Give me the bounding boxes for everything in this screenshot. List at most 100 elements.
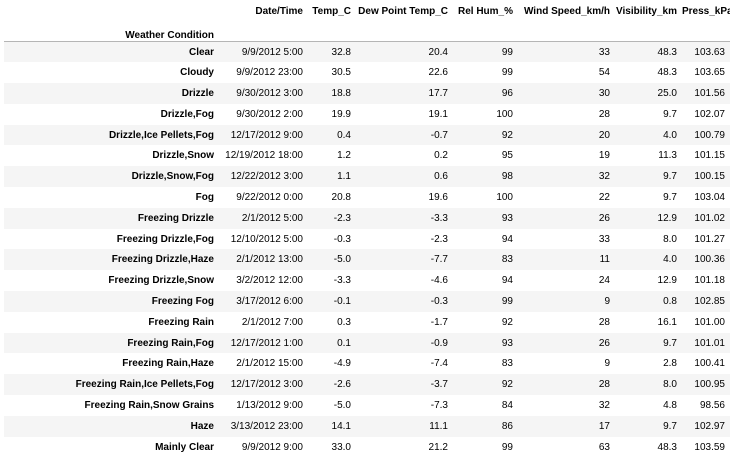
- cell-wind-speed: 26: [598, 337, 610, 349]
- cell-dew-point: -1.7: [430, 316, 448, 328]
- cell-wind-speed: 17: [598, 420, 610, 432]
- cell-temp-c: 0.3: [337, 316, 351, 328]
- cell-temp-c: 14.1: [331, 420, 351, 432]
- cell-temp-c: 33.0: [331, 441, 351, 453]
- cell-temp-c: 1.2: [337, 150, 351, 162]
- cell-temp-c: 19.9: [331, 108, 351, 120]
- cell-press: 101.56: [694, 87, 725, 99]
- row-index-condition: Freezing Fog: [151, 295, 214, 307]
- row-index-condition: Freezing Rain: [148, 316, 214, 328]
- cell-rel-hum: 92: [501, 379, 513, 391]
- cell-wind-speed: 9: [604, 358, 610, 370]
- table-row: Fog 9/22/2012 0:00 20.8 19.6 100 22 9.7 103.04: [4, 187, 730, 208]
- cell-rel-hum: 92: [501, 129, 513, 141]
- row-index-condition: Freezing Drizzle,Haze: [111, 254, 214, 266]
- row-index-condition: Freezing Drizzle: [137, 212, 214, 224]
- table-row: Clear 9/9/2012 5:00 32.8 20.4 99 33 48.3 103.63: [4, 41, 730, 63]
- cell-dew-point: 17.7: [428, 87, 448, 99]
- index-header-spacer: [356, 22, 453, 42]
- cell-visibility: 4.8: [663, 399, 677, 411]
- cell-wind-speed: 32: [598, 399, 610, 411]
- cell-rel-hum: 96: [501, 87, 513, 99]
- cell-press: 103.04: [694, 191, 725, 203]
- column-header-row: Date/Time Temp_C Dew Point Temp_C Rel Hu…: [4, 0, 730, 22]
- cell-temp-c: -5.0: [333, 254, 351, 266]
- cell-wind-speed: 54: [598, 67, 610, 79]
- cell-temp-c: -5.0: [333, 399, 351, 411]
- cell-rel-hum: 92: [501, 316, 513, 328]
- cell-dew-point: 19.6: [428, 191, 448, 203]
- cell-visibility: 0.8: [663, 295, 677, 307]
- cell-rel-hum: 100: [496, 108, 513, 120]
- cell-wind-speed: 28: [598, 108, 610, 120]
- cell-rel-hum: 94: [501, 233, 513, 245]
- cell-press: 101.00: [694, 316, 725, 328]
- cell-visibility: 4.0: [663, 254, 677, 266]
- cell-rel-hum: 99: [501, 295, 513, 307]
- cell-press: 102.85: [694, 295, 725, 307]
- cell-visibility: 11.3: [658, 150, 677, 162]
- row-index-condition: Clear: [188, 46, 214, 58]
- index-header-spacer: [615, 22, 682, 42]
- cell-dew-point: -7.7: [430, 254, 448, 266]
- cell-datetime: 3/13/2012 23:00: [230, 420, 303, 432]
- cell-press: 103.59: [694, 441, 725, 453]
- cell-visibility: 8.0: [663, 233, 677, 245]
- cell-dew-point: -3.3: [430, 212, 448, 224]
- cell-visibility: 4.0: [663, 129, 677, 141]
- cell-datetime: 9/9/2012 5:00: [241, 46, 303, 58]
- cell-visibility: 9.7: [663, 108, 677, 120]
- cell-press: 102.97: [694, 420, 725, 432]
- cell-temp-c: -0.3: [333, 233, 351, 245]
- cell-wind-speed: 22: [598, 191, 610, 203]
- cell-dew-point: -7.3: [430, 399, 448, 411]
- index-name-header: Weather Condition: [125, 30, 214, 41]
- cell-datetime: 12/19/2012 18:00: [225, 150, 303, 162]
- table-row: Freezing Drizzle,Snow 3/2/2012 12:00 -3.3 -…: [4, 270, 730, 291]
- cell-visibility: 9.7: [663, 337, 677, 349]
- cell-visibility: 48.3: [657, 46, 677, 58]
- cell-dew-point: 11.1: [429, 420, 448, 432]
- table-row: Drizzle,Ice Pellets,Fog 12/17/2012 9:00 0.…: [4, 124, 730, 146]
- cell-datetime: 12/22/2012 3:00: [230, 171, 303, 183]
- cell-wind-speed: 32: [598, 171, 610, 183]
- cell-datetime: 12/17/2012 9:00: [230, 129, 303, 141]
- row-index-condition: Haze: [190, 420, 214, 432]
- row-index-condition: Drizzle,Ice Pellets,Fog: [108, 129, 214, 141]
- cell-rel-hum: 95: [501, 150, 513, 162]
- cell-datetime: 1/13/2012 9:00: [236, 399, 303, 411]
- index-header-spacer: [682, 22, 730, 42]
- cell-temp-c: -2.6: [333, 379, 351, 391]
- cell-dew-point: 20.4: [428, 46, 448, 58]
- cell-datetime: 12/17/2012 1:00: [230, 337, 303, 349]
- cell-press: 100.41: [694, 358, 725, 370]
- table-row: Freezing Rain 2/1/2012 7:00 0.3 -1.7 92 28 16.…: [4, 312, 730, 333]
- cell-temp-c: 1.1: [337, 171, 351, 183]
- column-header-dew-point: Dew Point Temp_C: [358, 5, 448, 17]
- table-row: Freezing Rain,Fog 12/17/2012 1:00 0.1 -0.9 9…: [4, 332, 730, 354]
- cell-rel-hum: 84: [501, 399, 513, 411]
- row-index-condition: Cloudy: [180, 67, 214, 79]
- cell-datetime: 12/17/2012 3:00: [230, 379, 303, 391]
- cell-press: 101.27: [694, 233, 725, 245]
- cell-visibility: 48.3: [657, 67, 677, 79]
- cell-wind-speed: 63: [598, 441, 610, 453]
- row-index-condition: Freezing Drizzle,Fog: [116, 233, 214, 245]
- cell-temp-c: -4.9: [333, 358, 351, 370]
- table-row: Freezing Rain,Snow Grains 1/13/2012 9:00 -…: [4, 395, 730, 416]
- table-row: Drizzle,Fog 9/30/2012 2:00 19.9 19.1 100 28 9.…: [4, 104, 730, 125]
- cell-rel-hum: 98: [501, 171, 513, 183]
- cell-rel-hum: 99: [501, 441, 513, 453]
- table-body: Clear 9/9/2012 5:00 32.8 20.4 99 33 48.3 103.63…: [4, 41, 730, 458]
- cell-press: 100.15: [694, 171, 725, 183]
- cell-dew-point: 0.6: [434, 171, 448, 183]
- cell-rel-hum: 100: [496, 191, 513, 203]
- cell-wind-speed: 19: [598, 150, 610, 162]
- index-header-spacer: [453, 22, 518, 42]
- table-row: Freezing Drizzle,Fog 12/10/2012 5:00 -0.3 -…: [4, 229, 730, 250]
- cell-press: 100.79: [694, 129, 725, 141]
- cell-dew-point: 21.2: [428, 441, 448, 453]
- cell-press: 100.95: [694, 379, 725, 391]
- cell-visibility: 9.7: [663, 171, 677, 183]
- cell-rel-hum: 99: [501, 67, 513, 79]
